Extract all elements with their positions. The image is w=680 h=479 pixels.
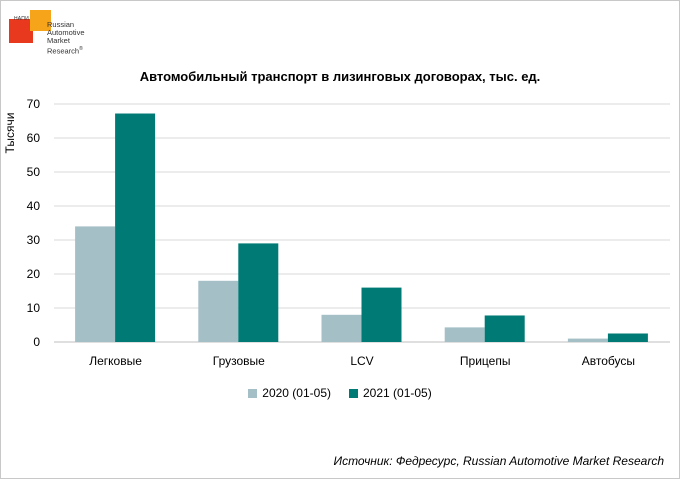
legend-label-2020: 2020 (01-05) — [262, 386, 331, 400]
logo-red-square — [9, 19, 33, 43]
y-tick-label: 10 — [27, 301, 41, 315]
bar-2021 — [607, 333, 648, 342]
legend-swatch-2021 — [349, 388, 358, 398]
y-tick-label: 0 — [33, 335, 40, 349]
legend-item-2021: 2021 (01-05) — [349, 386, 432, 400]
y-tick-label: 30 — [27, 233, 41, 247]
bar-2020 — [75, 226, 116, 342]
x-tick-label: Автобусы — [582, 354, 635, 368]
legend-swatch-2020 — [248, 388, 258, 398]
x-tick-label: LCV — [350, 354, 373, 368]
bar-2021 — [238, 243, 279, 342]
x-tick-label: Грузовые — [213, 354, 265, 368]
y-tick-label: 50 — [27, 165, 41, 179]
legend-label-2021: 2021 (01-05) — [363, 386, 432, 400]
chart-title: Автомобильный транспорт в лизинговых дог… — [139, 69, 541, 84]
logo-small-text: НАПИ — [14, 16, 29, 22]
bar-2020 — [198, 280, 239, 342]
logo: НАПИ Russian Automotive Market Research® — [9, 10, 119, 65]
bar-2020 — [321, 314, 362, 342]
x-tick-label: Легковые — [89, 354, 142, 368]
bar-2021 — [361, 287, 402, 342]
logo-brand-text: Russian Automotive Market Research® — [47, 20, 85, 56]
bar-2020 — [567, 338, 608, 342]
y-tick-label: 70 — [27, 97, 41, 111]
bar-2021 — [484, 315, 525, 342]
source-note: Источник: Федресурс, Russian Automotive … — [333, 454, 664, 468]
y-tick-label: 40 — [27, 199, 41, 213]
x-tick-label: Прицепы — [460, 354, 511, 368]
logo-orange-square — [30, 10, 51, 31]
bar-2021 — [115, 113, 156, 343]
y-tick-label: 60 — [27, 131, 41, 145]
legend: 2020 (01-05) 2021 (01-05) — [0, 386, 680, 400]
y-tick-label: 20 — [27, 267, 41, 281]
legend-item-2020: 2020 (01-05) — [248, 386, 331, 400]
bar-2020 — [444, 327, 485, 342]
